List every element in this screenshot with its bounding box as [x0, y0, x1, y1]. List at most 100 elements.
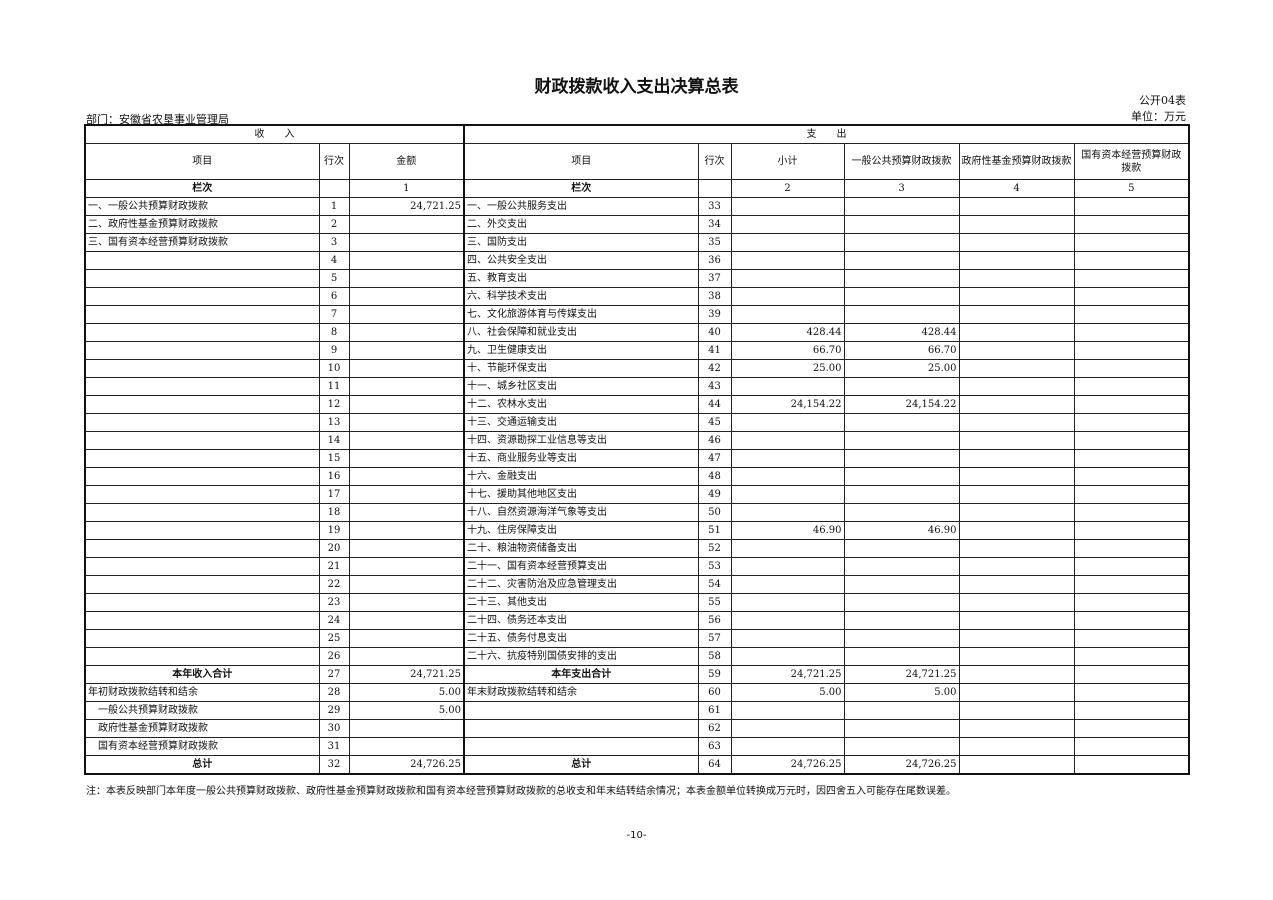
general-budget: [843, 719, 960, 738]
gov-fund: [958, 467, 1075, 486]
income-amount: [348, 305, 466, 324]
income-item: [84, 287, 320, 306]
income-amount: [348, 431, 466, 450]
subtotal: [730, 503, 845, 522]
gov-fund: [958, 197, 1075, 216]
fiscal-summary-table: 收 入 支 出 项目 行次 金额 项目 行次 小计 一般公共预算财政拨款 政府性…: [84, 124, 1191, 775]
income-line: 8: [318, 323, 350, 342]
income-item: [84, 377, 320, 396]
income-amount: [348, 485, 466, 504]
page-title: 财政拨款收入支出决算总表: [534, 77, 739, 97]
state-capital: [1073, 431, 1190, 450]
gov-fund: [958, 215, 1075, 234]
subtotal: [730, 251, 845, 270]
income-amount: [348, 413, 466, 432]
expense-line: 39: [697, 305, 732, 324]
expense-item: [463, 719, 699, 738]
income-amount: [348, 341, 466, 360]
state-capital: [1073, 233, 1190, 252]
col-header-line: 行次: [318, 143, 350, 180]
expense-item: 二十二、灾害防治及应急管理支出: [463, 575, 699, 594]
income-amount: [348, 449, 466, 468]
expense-item: 十、节能环保支出: [463, 359, 699, 378]
expense-line: 53: [697, 557, 732, 576]
expense-line: 34: [697, 215, 732, 234]
general-budget: [843, 305, 960, 324]
expense-item: 本年支出合计: [463, 665, 699, 684]
income-item: 二、政府性基金预算财政拨款: [84, 215, 320, 234]
income-header: 收 入: [84, 124, 466, 144]
table-row: 二、政府性基金预算财政拨款 2 二、外交支出 34: [84, 215, 1190, 234]
col-header-exp-line: 行次: [697, 143, 732, 180]
gov-fund: [958, 503, 1075, 522]
income-item: [84, 503, 320, 522]
expense-line: 40: [697, 323, 732, 342]
income-amount: 5.00: [348, 683, 466, 702]
income-line: 20: [318, 539, 350, 558]
col-index-2: 2: [730, 179, 845, 198]
expense-item: 四、公共安全支出: [463, 251, 699, 270]
expense-line: 55: [697, 593, 732, 612]
section-header-row: 收 入 支 出: [84, 124, 1190, 144]
income-item: [84, 647, 320, 666]
form-number: 公开04表: [1139, 94, 1186, 107]
state-capital: [1073, 359, 1190, 378]
subtotal: [730, 539, 845, 558]
table-row: 本年收入合计 27 24,721.25 本年支出合计 59 24,721.25 24,721…: [84, 665, 1190, 684]
expense-line: 37: [697, 269, 732, 288]
expense-item: 十七、援助其他地区支出: [463, 485, 699, 504]
gov-fund: [958, 233, 1075, 252]
general-budget: 24,721.25: [843, 665, 960, 684]
income-line: 32: [318, 755, 350, 775]
expense-line: 58: [697, 647, 732, 666]
general-budget: [843, 197, 960, 216]
table-row: 政府性基金预算财政拨款 30 62: [84, 719, 1190, 738]
income-amount: [348, 251, 466, 270]
expense-line: 36: [697, 251, 732, 270]
general-budget: [843, 557, 960, 576]
expense-line: 46: [697, 431, 732, 450]
expense-item: 八、社会保障和就业支出: [463, 323, 699, 342]
general-budget: [843, 737, 960, 756]
expense-line: 48: [697, 467, 732, 486]
income-line: 23: [318, 593, 350, 612]
expense-line: 52: [697, 539, 732, 558]
income-amount: [348, 629, 466, 648]
expense-line: 56: [697, 611, 732, 630]
income-line: 7: [318, 305, 350, 324]
expense-item: 十一、城乡社区支出: [463, 377, 699, 396]
expense-item: 十六、金融支出: [463, 467, 699, 486]
table-row: 一、一般公共预算财政拨款 1 24,721.25 一、一般公共服务支出 33: [84, 197, 1190, 216]
state-capital: [1073, 287, 1190, 306]
gov-fund: [958, 575, 1075, 594]
general-budget: [843, 539, 960, 558]
subtotal: [730, 449, 845, 468]
income-item: [84, 593, 320, 612]
expense-header: 支 出: [463, 124, 1190, 144]
income-amount: [348, 521, 466, 540]
expense-line: 47: [697, 449, 732, 468]
income-item: [84, 305, 320, 324]
expense-line: 41: [697, 341, 732, 360]
subtotal: [730, 215, 845, 234]
gov-fund: [958, 539, 1075, 558]
income-line: 28: [318, 683, 350, 702]
state-capital: [1073, 341, 1190, 360]
state-capital: [1073, 575, 1190, 594]
state-capital: [1073, 629, 1190, 648]
gov-fund: [958, 305, 1075, 324]
state-capital: [1073, 719, 1190, 738]
state-capital: [1073, 539, 1190, 558]
income-item: [84, 269, 320, 288]
general-budget: [843, 251, 960, 270]
expense-item: 总计: [463, 755, 699, 775]
income-item: [84, 449, 320, 468]
gov-fund: [958, 611, 1075, 630]
table-row: 9 九、卫生健康支出 41 66.70 66.70: [84, 341, 1190, 360]
subtotal: 5.00: [730, 683, 845, 702]
general-budget: [843, 377, 960, 396]
table-row: 国有资本经营预算财政拨款 31 63: [84, 737, 1190, 756]
general-budget: [843, 287, 960, 306]
income-amount: [348, 377, 466, 396]
state-capital: [1073, 485, 1190, 504]
